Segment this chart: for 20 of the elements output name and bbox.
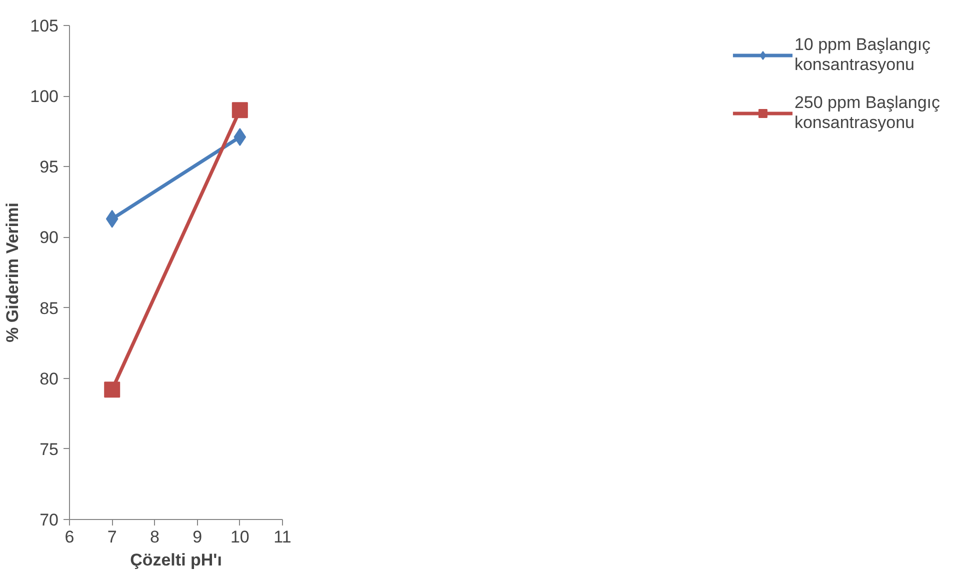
point xyxy=(104,382,120,398)
y-tick-label: 70 xyxy=(40,510,59,530)
x-tick-label: 6 xyxy=(64,528,74,546)
legend-label: 10 ppm Başlangıç konsantrasyonu xyxy=(794,35,931,75)
x-axis-title: Çözelti pH'ı xyxy=(130,550,222,570)
y-tick-label: 100 xyxy=(30,87,59,106)
x-tick-label: 9 xyxy=(192,528,202,546)
y-tick-label: 90 xyxy=(40,228,59,248)
y-tick-label: 105 xyxy=(30,16,59,36)
x-tick-label: 8 xyxy=(150,528,160,546)
point xyxy=(232,102,248,118)
x-tick-label: 11 xyxy=(274,528,292,546)
y-axis-title: % Giderim Verimi xyxy=(3,202,22,342)
x-tick-label: 10 xyxy=(230,528,250,546)
x-tick-label: 7 xyxy=(107,528,117,546)
y-tick-label: 85 xyxy=(40,298,59,318)
y-tick-label: 95 xyxy=(40,158,59,177)
y-tick-label: 80 xyxy=(40,369,59,388)
legend-label: 250 ppm Başlangıç konsantrasyonu xyxy=(794,93,940,133)
y-tick-label: 75 xyxy=(40,440,59,459)
